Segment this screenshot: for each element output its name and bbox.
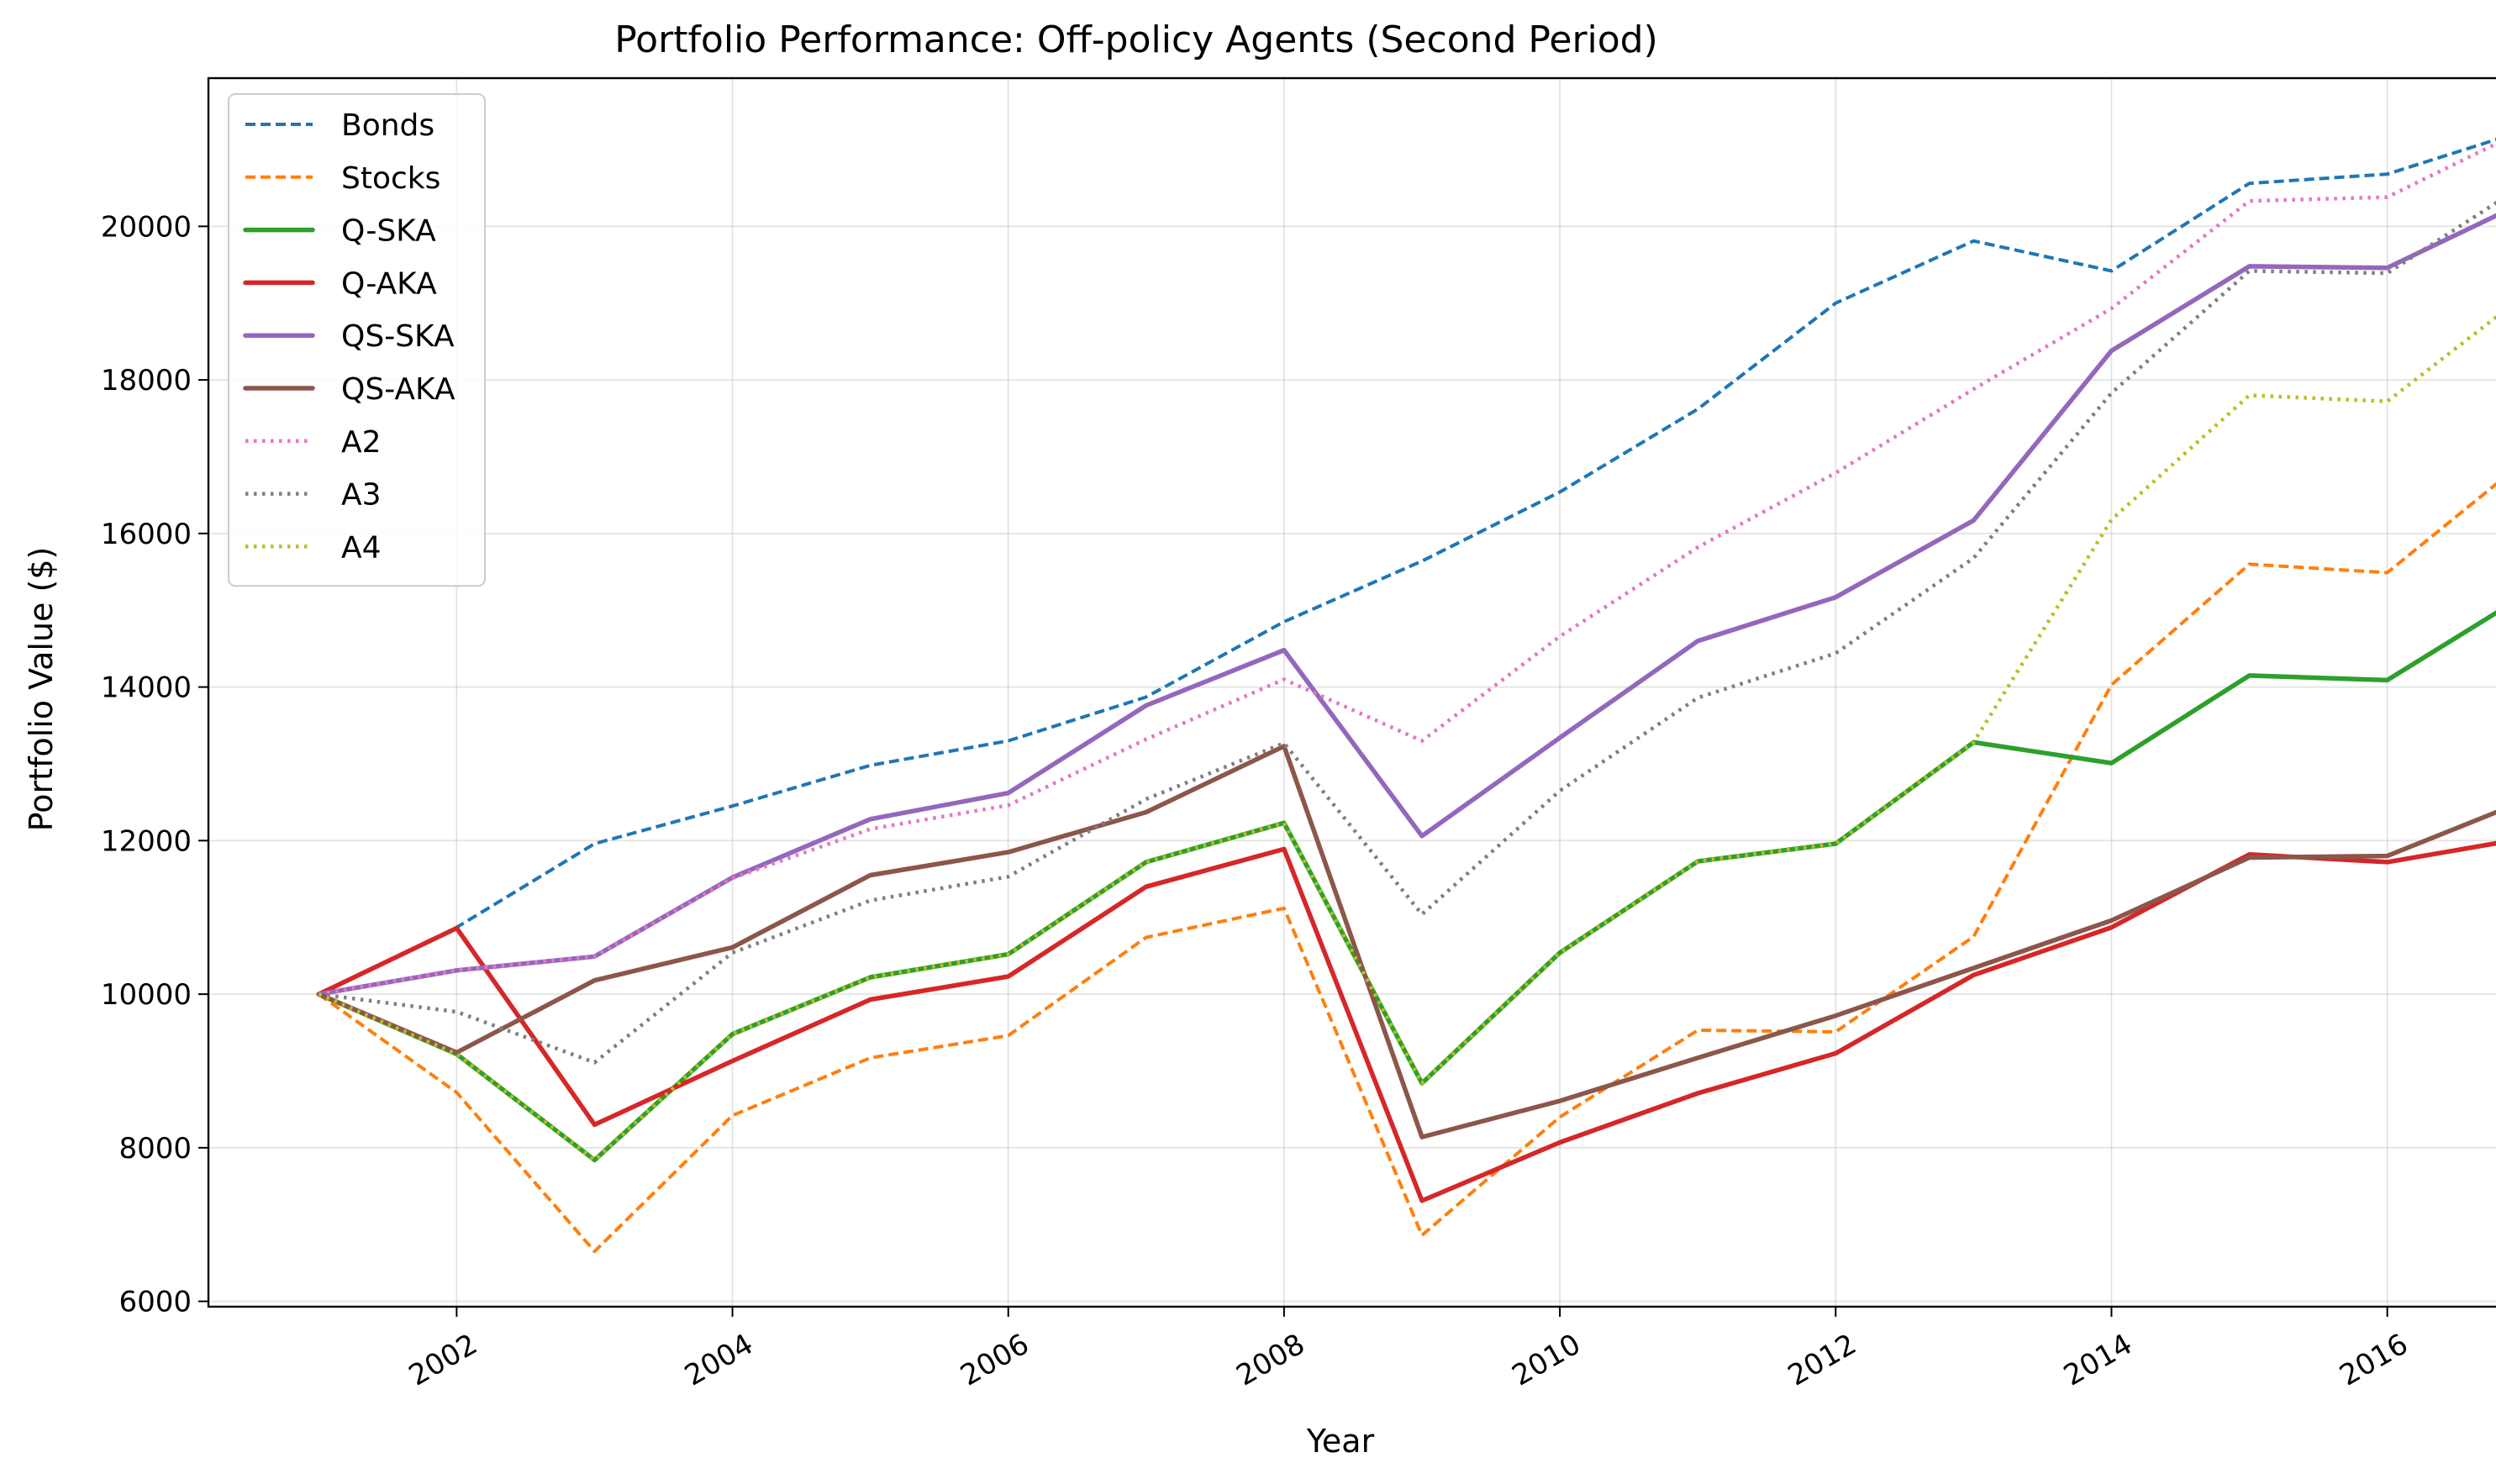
series-layer	[316, 138, 2496, 1254]
y-tick-label: 14000	[101, 671, 192, 705]
series-line-q-aka	[316, 840, 2496, 1203]
x-axis-label: Year	[1306, 1423, 1375, 1460]
legend: Bonds Stocks Q-SKA Q-AKA QS-SKA QS-AKA A2 A3 A4	[228, 93, 486, 587]
series-line-qs-aka	[316, 744, 2496, 1139]
y-tick-label: 8000	[118, 1132, 192, 1166]
legend-box	[228, 93, 486, 587]
legend-label: Q-SKA	[341, 214, 436, 249]
legend-label: Stocks	[341, 161, 440, 196]
chart-title: Portfolio Performance: Off-policy Agents…	[614, 18, 1658, 61]
y-tick-label: 12000	[101, 824, 192, 858]
series-line-qs-ska	[316, 213, 2496, 997]
legend-label: Bonds	[341, 108, 434, 143]
plot-frame	[207, 76, 2496, 1308]
legend-label: Q-AKA	[341, 266, 437, 301]
y-tick-label: 18000	[101, 364, 192, 397]
y-axis: 6000 8000 10000 12000 14000 16000 18000 20000	[101, 210, 208, 1319]
series-line-stocks	[318, 482, 2496, 1254]
series-line-bonds	[318, 138, 2496, 996]
y-tick-label: 6000	[118, 1286, 192, 1319]
y-axis-label: Portfolio Value ($)	[23, 547, 60, 832]
legend-label: A4	[341, 530, 382, 565]
legend-label: QS-SKA	[341, 319, 455, 354]
y-tick-label: 16000	[101, 518, 192, 551]
series-line-a2	[318, 141, 2496, 997]
series-line-a4	[318, 314, 2496, 1162]
grid-lines	[208, 78, 2496, 1307]
y-tick-label: 20000	[101, 210, 192, 244]
legend-label: QS-AKA	[341, 372, 455, 407]
series-line-a3	[319, 200, 2496, 1065]
legend-label: A2	[341, 425, 382, 460]
legend-label: A3	[341, 478, 382, 513]
y-tick-label: 10000	[101, 978, 192, 1012]
